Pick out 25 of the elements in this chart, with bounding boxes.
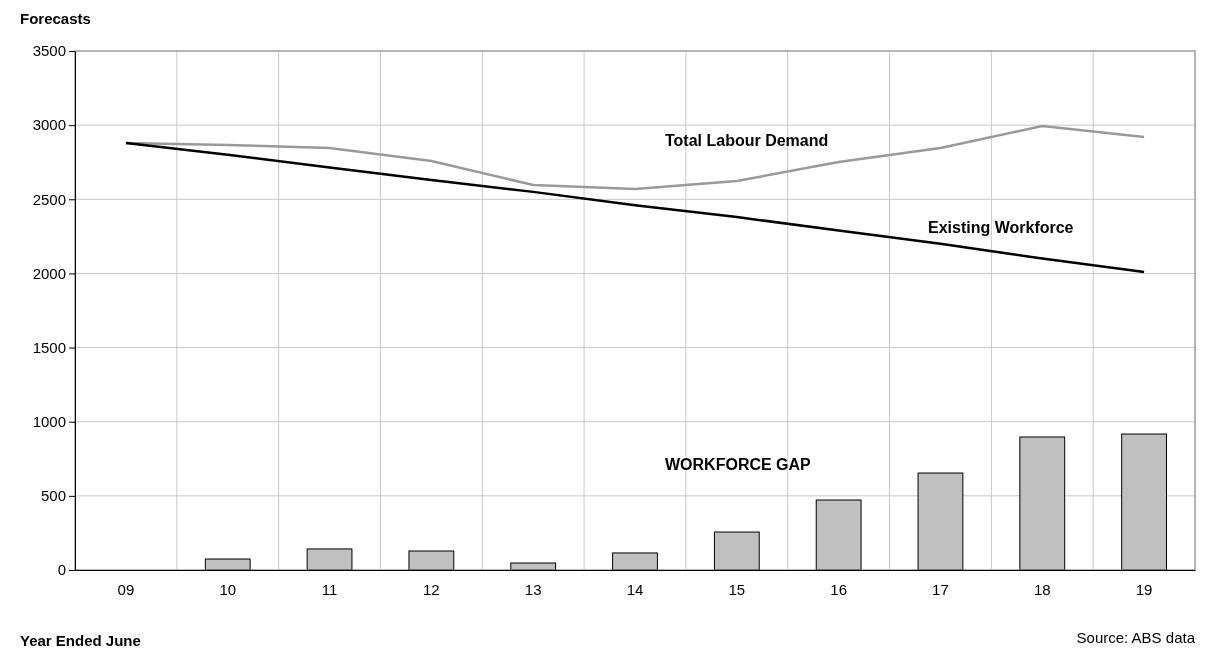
series-label: WORKFORCE GAP bbox=[665, 456, 812, 473]
y-tick-label: 0 bbox=[57, 561, 66, 579]
x-tick-label: 19 bbox=[1135, 580, 1153, 598]
series-label: Total Labour Demand bbox=[665, 132, 829, 149]
x-tick-label: 09 bbox=[117, 580, 135, 598]
series-label: Existing Workforce bbox=[928, 219, 1074, 236]
x-tick-label: 18 bbox=[1033, 580, 1051, 598]
x-tick-label: 13 bbox=[524, 580, 542, 598]
source-note: Source: ABS data bbox=[1076, 629, 1196, 646]
x-axis-title: Year Ended June bbox=[20, 632, 141, 649]
y-tick-label: 1000 bbox=[32, 413, 66, 431]
y-tick-label: 500 bbox=[40, 487, 66, 505]
y-tick-label: 1500 bbox=[32, 338, 66, 356]
x-tick-label: 16 bbox=[830, 580, 847, 598]
y-tick-label: 2500 bbox=[32, 190, 66, 208]
y-tick-label: 3500 bbox=[32, 42, 66, 60]
x-tick-label: 12 bbox=[423, 580, 440, 598]
y-tick-label: 2000 bbox=[32, 264, 66, 282]
y-axis-title: Forecasts bbox=[20, 10, 91, 27]
x-tick-label: 10 bbox=[219, 580, 237, 598]
y-tick-label: 3000 bbox=[32, 116, 66, 134]
x-tick-label: 14 bbox=[626, 580, 644, 598]
x-tick-label: 15 bbox=[728, 580, 746, 598]
x-tick-label: 17 bbox=[932, 580, 949, 598]
x-tick-label: 11 bbox=[321, 580, 338, 598]
